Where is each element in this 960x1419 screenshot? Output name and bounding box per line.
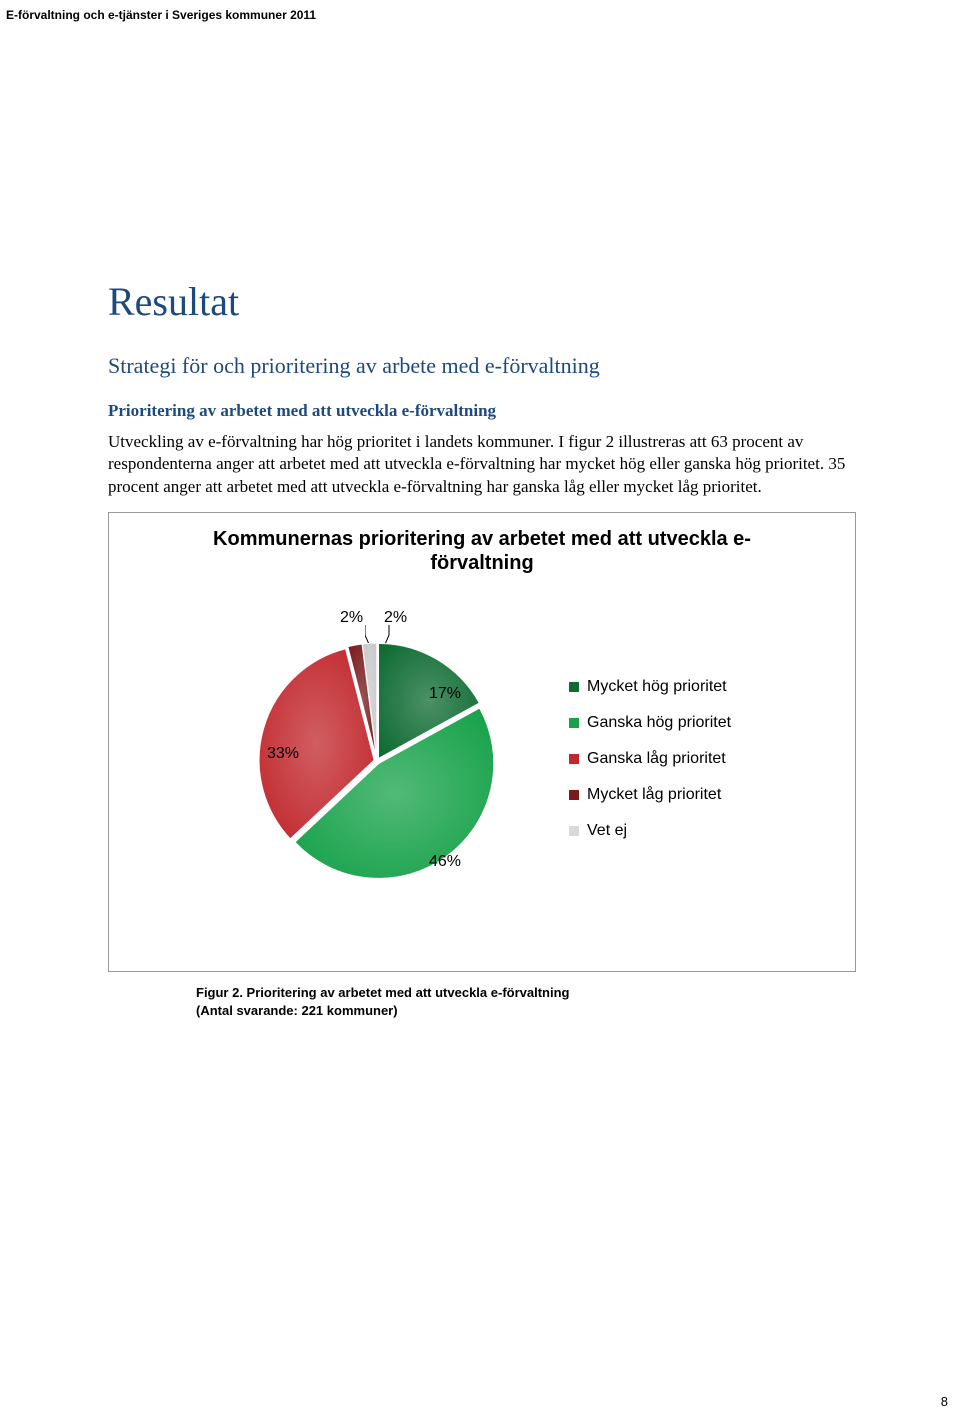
legend-swatch xyxy=(569,826,579,836)
chart-legend: Mycket hög prioritet Ganska hög priorite… xyxy=(569,678,731,858)
body-paragraph: Utveckling av e-förvaltning har hög prio… xyxy=(108,431,864,498)
slice-label-ganska-lag: 33% xyxy=(267,745,299,763)
legend-swatch xyxy=(569,718,579,728)
caption-line1: Figur 2. Prioritering av arbetet med att… xyxy=(196,984,864,1002)
slice-label-ganska-hog: 46% xyxy=(429,853,461,871)
legend-swatch xyxy=(569,682,579,692)
heading-resultat: Resultat xyxy=(108,278,864,325)
legend-label: Ganska låg prioritet xyxy=(587,750,726,768)
page-number: 8 xyxy=(941,1394,948,1409)
page-header: E-förvaltning och e-tjänster i Sveriges … xyxy=(6,8,316,22)
legend-label: Mycket låg prioritet xyxy=(587,786,721,804)
chart-title: Kommunernas prioritering av arbetet med … xyxy=(109,513,855,577)
legend-item-ganska-lag: Ganska låg prioritet xyxy=(569,750,731,768)
legend-swatch xyxy=(569,754,579,764)
figure-caption: Figur 2. Prioritering av arbetet med att… xyxy=(196,984,864,1019)
legend-swatch xyxy=(569,790,579,800)
content-area: Resultat Strategi för och prioritering a… xyxy=(108,278,864,1019)
legend-item-vetej: Vet ej xyxy=(569,822,731,840)
caption-line2: (Antal svarande: 221 kommuner) xyxy=(196,1002,864,1020)
legend-item-mycket-hog: Mycket hög prioritet xyxy=(569,678,731,696)
heading-strategi: Strategi för och prioritering av arbete … xyxy=(108,353,864,379)
legend-label: Vet ej xyxy=(587,822,627,840)
slice-label-vetej: 2% xyxy=(384,609,407,627)
slice-label-mycket-lag: 2% xyxy=(340,609,363,627)
legend-label: Mycket hög prioritet xyxy=(587,678,727,696)
legend-item-ganska-hog: Ganska hög prioritet xyxy=(569,714,731,732)
legend-item-mycket-lag: Mycket låg prioritet xyxy=(569,786,731,804)
legend-label: Ganska hög prioritet xyxy=(587,714,731,732)
slice-label-mycket-hog: 17% xyxy=(429,685,461,703)
heading-prioritering: Prioritering av arbetet med att utveckla… xyxy=(108,401,864,421)
pie-chart-container: Kommunernas prioritering av arbetet med … xyxy=(108,512,856,972)
